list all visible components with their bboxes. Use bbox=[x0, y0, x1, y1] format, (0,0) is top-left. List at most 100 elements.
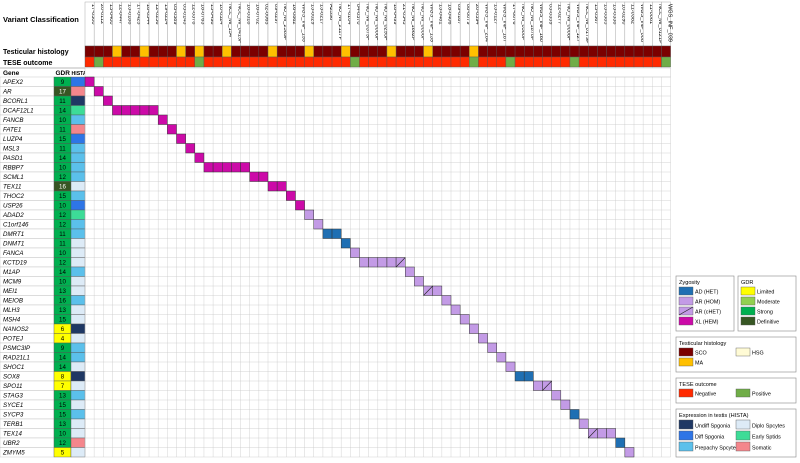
tese-cell bbox=[139, 56, 150, 68]
hista-cell bbox=[70, 285, 86, 296]
tese-cell bbox=[203, 56, 214, 68]
gene-name: FANCA bbox=[3, 250, 24, 257]
hista-cell bbox=[70, 76, 86, 87]
variant-cell bbox=[258, 171, 269, 182]
hista-cell bbox=[70, 409, 86, 420]
gdr-score: 13 bbox=[59, 393, 66, 400]
gene-name: DMRT1 bbox=[3, 231, 24, 238]
tese-cell bbox=[423, 56, 433, 68]
histology-cell bbox=[322, 45, 333, 58]
tese-cell bbox=[395, 56, 406, 68]
variant-cell bbox=[286, 190, 296, 201]
gene-name: UBR2 bbox=[3, 440, 20, 447]
histology-cell bbox=[588, 45, 598, 58]
legend-zygosity-title: Zygosity bbox=[679, 280, 700, 286]
gene-name: PASD1 bbox=[3, 155, 23, 162]
variant-cell bbox=[624, 447, 635, 458]
tese-cell bbox=[624, 56, 635, 68]
legend-label: Strong bbox=[757, 310, 773, 316]
patient-id-label: 13-0188 bbox=[126, 4, 132, 25]
patient-id-label: NU_MI_0500P bbox=[520, 4, 526, 41]
histology-cell bbox=[606, 45, 616, 58]
patient-id-label: 13-0217 bbox=[319, 4, 325, 25]
hista-cell bbox=[70, 247, 86, 258]
variant-cell bbox=[313, 219, 324, 230]
legend-label: Negative bbox=[695, 392, 716, 398]
gdr-score: 10 bbox=[59, 165, 66, 172]
hista-cell bbox=[70, 181, 86, 192]
gdr-score: 9 bbox=[61, 79, 65, 86]
gene-header: Gene bbox=[3, 70, 20, 77]
tese-cell bbox=[295, 56, 305, 68]
tese-cell bbox=[322, 56, 333, 68]
patient-id-label: NCL_MI_0121P bbox=[657, 4, 663, 44]
testicular-histology-label: Testicular histology bbox=[3, 49, 69, 56]
legend-label: HSG bbox=[752, 351, 764, 357]
legend-swatch bbox=[678, 441, 694, 452]
hista-cell bbox=[70, 361, 86, 372]
hista-cell bbox=[70, 162, 86, 173]
tese-cell bbox=[505, 56, 516, 68]
patient-id-label: 19-0224 bbox=[163, 4, 169, 25]
hista-cell bbox=[70, 171, 86, 182]
gdr-score: 14 bbox=[59, 269, 66, 276]
gene-name: USP26 bbox=[3, 203, 23, 210]
variant-cell bbox=[496, 352, 507, 363]
histology-cell bbox=[139, 45, 150, 58]
patient-id-label: 17-0425 bbox=[136, 4, 142, 25]
patient-id-label: NU_MI_1870P bbox=[529, 4, 535, 41]
gdr-score: 16 bbox=[59, 298, 66, 305]
gene-name: TEX11 bbox=[3, 184, 21, 191]
gene-name: THOC2 bbox=[3, 193, 25, 200]
patient-id-label: WGS_INF_139 bbox=[428, 4, 434, 42]
histology-cell bbox=[423, 45, 433, 58]
histology-cell bbox=[212, 45, 223, 58]
legend-swatch bbox=[678, 286, 694, 296]
gdr-score: 17 bbox=[59, 89, 66, 96]
legend-swatch bbox=[740, 306, 756, 316]
hista-cell bbox=[70, 323, 86, 334]
variant-cell bbox=[304, 209, 315, 220]
gene-name: MEIOB bbox=[3, 298, 23, 305]
gdr-score: 11 bbox=[59, 231, 66, 238]
legend-swatch bbox=[735, 388, 751, 398]
hista-cell bbox=[70, 209, 86, 220]
hista-cell bbox=[70, 447, 86, 458]
histology-cell bbox=[240, 45, 250, 58]
patient-id-label: 03-0359 bbox=[547, 4, 553, 25]
tese-outcome-label: TESE outcome bbox=[3, 60, 53, 67]
tese-cell bbox=[84, 56, 95, 68]
patient-id-label: 21-0345 bbox=[401, 4, 407, 25]
histology-cell bbox=[331, 45, 342, 58]
histology-cell bbox=[615, 45, 626, 58]
tese-cell bbox=[331, 56, 342, 68]
patient-id-label: WGS_INF_199 bbox=[300, 4, 306, 42]
variant-cell bbox=[405, 266, 415, 277]
variant-cell bbox=[441, 295, 452, 306]
gene-name: ADAD2 bbox=[2, 212, 24, 219]
tese-cell bbox=[551, 56, 562, 68]
hista-cell bbox=[70, 295, 86, 306]
gdr-score: 16 bbox=[59, 184, 66, 191]
patient-id-label: NCL_MI_0419P bbox=[236, 4, 242, 44]
tese-cell bbox=[304, 56, 314, 68]
gene-name: TERB1 bbox=[3, 421, 23, 428]
patient-id-label: 05-0389 bbox=[172, 4, 178, 25]
gdr-score: 14 bbox=[59, 108, 66, 115]
variant-cell bbox=[533, 380, 543, 391]
gene-name: SYCP3 bbox=[3, 412, 24, 419]
tese-cell bbox=[441, 56, 452, 68]
hista-cell bbox=[70, 219, 86, 230]
patient-id-label: 08-0079 bbox=[465, 4, 471, 25]
variant-cell bbox=[212, 162, 223, 173]
patient-id-label: 13-0481 bbox=[438, 4, 444, 25]
gene-name: POTEJ bbox=[3, 336, 24, 343]
variant-cell bbox=[249, 171, 260, 182]
gdr-score: 13 bbox=[59, 307, 66, 314]
legend-label: AD (HET) bbox=[695, 290, 719, 296]
patient-id-label: 12-0277 bbox=[557, 4, 563, 25]
histology-cell bbox=[386, 45, 397, 58]
patient-id-label: 11-0061 bbox=[648, 4, 654, 24]
histology-cell bbox=[231, 45, 241, 58]
